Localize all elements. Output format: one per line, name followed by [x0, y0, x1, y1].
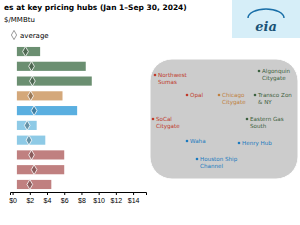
x-tick: $2 — [26, 192, 34, 204]
average-marker — [26, 135, 32, 145]
x-tick: $12 — [111, 192, 123, 204]
x-tick: $14 — [128, 192, 140, 204]
average-marker — [24, 120, 30, 130]
range-bar — [17, 150, 64, 159]
x-tick-label: $0 — [9, 197, 17, 204]
x-tick-mark — [116, 192, 117, 195]
range-bar — [17, 47, 40, 56]
x-axis: $0 $2 $4 $6 $8 $10 $12 $14 — [9, 192, 146, 204]
x-axis-line — [11, 193, 147, 196]
map-label: ChicagoCitygate — [222, 92, 246, 106]
x-tick-mark — [64, 192, 65, 195]
range-bar — [17, 106, 77, 115]
x-tick-label: $2 — [26, 197, 34, 204]
map-label: Opal — [190, 92, 203, 99]
x-tick: $0 — [9, 192, 17, 204]
map-dot — [152, 118, 155, 121]
range-bar — [17, 136, 45, 145]
logo-box — [232, 0, 300, 38]
map-label: NorthwestSumas — [158, 72, 188, 85]
title: es at key pricing hubs (Jan 1–Sep 30, 20… — [4, 3, 187, 12]
x-tick-label: $14 — [128, 197, 140, 204]
plot-area — [17, 47, 92, 190]
range-bar — [17, 91, 63, 100]
range-bar — [17, 62, 86, 71]
map-label: Waha — [190, 138, 206, 144]
average-marker — [28, 91, 34, 101]
average-marker — [29, 150, 35, 160]
map-dot — [238, 142, 241, 145]
map-dot — [246, 118, 249, 121]
logo-arc — [248, 9, 284, 18]
map: NorthwestSumasOpal SoCalCitygate ChicagoCi… — [150, 59, 298, 179]
x-tick-mark — [133, 192, 134, 195]
x-tick-mark — [13, 192, 14, 195]
x-tick: $10 — [93, 192, 105, 204]
average-marker — [31, 165, 37, 175]
range-bar — [17, 76, 92, 85]
map-label: AlgonquinCitygate — [262, 68, 291, 82]
x-tick: $4 — [44, 192, 52, 204]
x-tick-label: $6 — [61, 197, 69, 204]
x-tick-mark — [99, 192, 100, 195]
range-bar — [17, 180, 51, 189]
legend-label: average — [20, 32, 49, 40]
x-tick-label: $8 — [78, 197, 86, 204]
logo: eia — [232, 0, 300, 38]
average-marker — [31, 106, 37, 116]
x-tick-mark — [81, 192, 82, 195]
map-label: Henry Hub — [242, 140, 272, 147]
map-label: SoCalCitygate — [156, 116, 180, 130]
map-label: Eastern GasSouth — [250, 116, 284, 129]
map-dot — [196, 158, 199, 161]
map-shape — [150, 59, 298, 179]
average-marker — [30, 76, 36, 86]
legend: average — [11, 30, 48, 39]
x-tick-label: $10 — [93, 197, 105, 204]
map-label: Transco Zon& NY — [257, 92, 292, 105]
x-tick-label: $12 — [111, 197, 123, 204]
map-dot — [254, 94, 257, 97]
chart: es at key pricing hubs (Jan 1–Sep 30, 20… — [0, 0, 300, 225]
map-dot — [154, 74, 157, 77]
x-tick-mark — [47, 192, 48, 195]
legend-marker — [11, 30, 16, 39]
map-dot — [218, 94, 221, 97]
average-marker — [29, 61, 35, 71]
logo-text: eia — [255, 19, 277, 34]
average-marker — [27, 180, 33, 190]
x-tick-label: $4 — [44, 197, 52, 204]
map-dot — [258, 70, 261, 73]
map-dot — [186, 140, 189, 143]
range-bar — [17, 165, 64, 174]
map-label: Houston ShipChannel — [200, 156, 238, 169]
range-bar — [17, 121, 37, 130]
average-marker — [23, 47, 29, 57]
subtitle: $/MMBtu — [4, 16, 35, 24]
x-tick: $6 — [61, 192, 69, 204]
map-dot — [186, 94, 189, 97]
x-tick: $8 — [78, 192, 86, 204]
x-tick-mark — [30, 192, 31, 195]
